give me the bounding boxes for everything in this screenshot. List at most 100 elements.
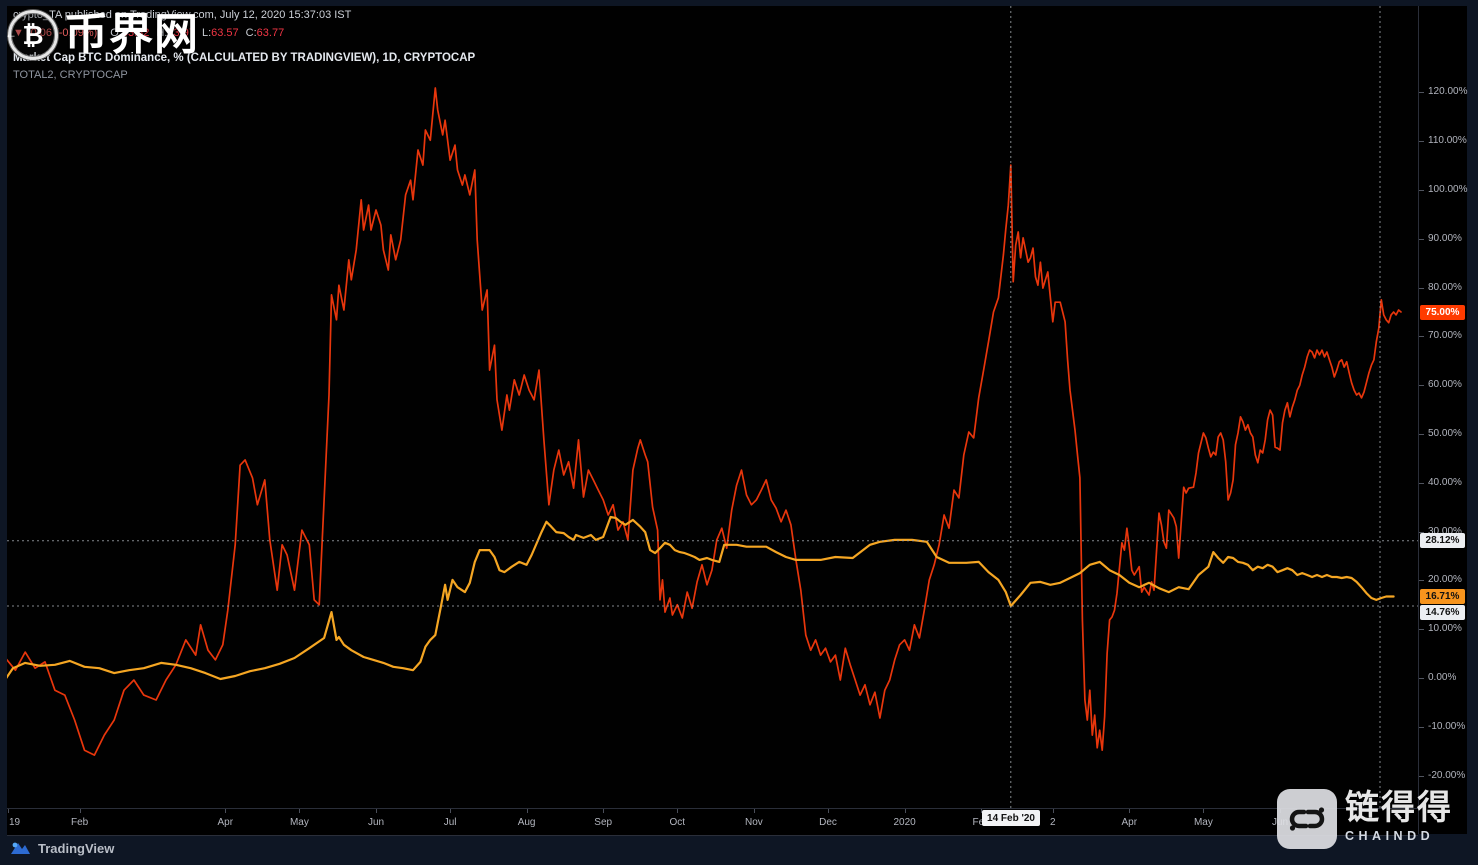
- tradingview-logo-icon: [11, 842, 30, 854]
- chart-canvas[interactable]: [7, 6, 1418, 808]
- ohlc-value: 63.77: [256, 27, 285, 39]
- price-axis-tick: [1419, 629, 1424, 631]
- price-axis-tick: [1419, 385, 1424, 387]
- time-axis-label-Aug: Aug: [517, 817, 536, 828]
- time-axis-label-Apr: Apr: [1121, 817, 1138, 828]
- time-axis-tick: [1052, 809, 1054, 813]
- price-label-1671: 16.71%: [1420, 589, 1465, 604]
- price-axis-tick-label: 90.00%: [1428, 232, 1462, 244]
- time-axis-tick: [1129, 809, 1131, 813]
- time-axis-tick: [904, 809, 906, 813]
- price-label-7500: 75.00%: [1420, 304, 1465, 320]
- time-axis-label-Jul: Jul: [443, 817, 457, 828]
- price-axis-tick-label: 100.00%: [1428, 184, 1468, 195]
- btc-dominance-line: [7, 87, 1402, 756]
- left-arrow-icon: ←: [5, 27, 17, 41]
- price-axis-tick: [1419, 287, 1424, 289]
- time-axis-label-May: May: [1193, 817, 1213, 828]
- price-axis-tick: [1419, 92, 1424, 94]
- time-axis-tick: [376, 809, 377, 813]
- price-axis[interactable]: 120.00% 110.00% 100.00% 90.00% 80.00% 70.00% 6…: [1418, 6, 1467, 834]
- symbol-title: Market Cap BTC Dominance, % (CALCULATED …: [13, 52, 476, 64]
- price-axis-tick: [1419, 531, 1424, 533]
- price-axis-tick: [1419, 141, 1424, 143]
- price-axis-tick: [1419, 580, 1424, 582]
- bijiewang-logo-text: 币界网: [64, 10, 199, 59]
- time-axis-tick: [677, 809, 679, 813]
- total2-line: [7, 515, 1395, 681]
- price-axis-tick-label: 110.00%: [1428, 135, 1467, 147]
- price-axis-tick-label: 70.00%: [1428, 330, 1462, 342]
- ohlc-value: 63.82: [121, 27, 150, 39]
- time-axis-label-Jun: Jun: [367, 817, 385, 828]
- time-axis-tick: [450, 809, 452, 813]
- price-axis-tick-label: 40.00%: [1428, 476, 1462, 488]
- price-axis-tick: [1419, 434, 1424, 435]
- price-axis-tick: [1419, 482, 1424, 484]
- price-axis-tick: [1419, 336, 1424, 338]
- price-axis-tick-label: 120.00%: [1428, 86, 1468, 98]
- time-axis-tick: [7, 809, 9, 813]
- time-axis-label-Feb: Feb: [70, 817, 89, 828]
- price-axis-tick: [1419, 190, 1424, 191]
- tradingview-logo-text: TradingView: [38, 840, 115, 856]
- symbol-subtitle: TOTAL2, CRYPTOCAP: [13, 69, 128, 81]
- price-label-2812: 28.12%: [1420, 533, 1465, 549]
- time-axis-tick: [526, 809, 528, 813]
- ohlc-key: H:: [156, 27, 168, 39]
- time-axis-label-Dec: Dec: [819, 817, 837, 828]
- bitcoin-symbol: ₿: [22, 19, 44, 50]
- chaindd-cn-text: 链得得: [1345, 789, 1453, 827]
- time-axis-tick: [753, 809, 755, 813]
- chart-widget: 120.00% 110.00% 100.00% 90.00% 80.00% 70.00% 6…: [7, 6, 1467, 836]
- time-axis-label-Apr: Apr: [217, 817, 234, 828]
- ohlc-key: L:: [201, 27, 212, 39]
- price-axis-tick: [1419, 678, 1424, 679]
- time-axis-label-19: 19: [9, 817, 21, 828]
- time-axis-label-Feb: Feb: [972, 817, 989, 828]
- time-axis-label-May: May: [289, 817, 309, 828]
- time-axis-tick: [1203, 809, 1205, 813]
- time-axis-tick: [299, 809, 301, 813]
- price-axis-tick-label: 50.00%: [1428, 428, 1462, 439]
- time-axis-tick: [225, 809, 227, 813]
- price-axis-tick-label: 30.00%: [1428, 525, 1462, 537]
- price-axis-tick: [1419, 238, 1424, 240]
- time-axis-label-2020: 2020: [893, 817, 916, 828]
- time-axis-label-Oct: Oct: [669, 817, 686, 828]
- price-label-1476: 14.76%: [1420, 605, 1465, 620]
- time-axis[interactable]: 19 Feb Apr May Jun Jul Aug Sep Oct Nov Dec 2020 Feb 2…: [7, 808, 1418, 836]
- chart-header: crypto_TA published on TradingView.com, …: [13, 9, 475, 81]
- time-axis-tick: [603, 809, 605, 813]
- chaindd-chain-icon: [1277, 789, 1337, 849]
- ohlc-values: O:63.82 H:63.97 L:63.57 C:63.77: [103, 27, 284, 39]
- time-axis-label-2: 2: [1050, 817, 1056, 828]
- price-axis-tick-label: -10.00%: [1428, 720, 1466, 732]
- price-axis-tick-label: 20.00%: [1428, 574, 1462, 586]
- time-axis-tick: [79, 809, 81, 813]
- price-axis-tick-label: 80.00%: [1428, 281, 1462, 293]
- ohlc-value: 63.57: [211, 27, 239, 39]
- price-axis-tick: [1419, 775, 1424, 777]
- time-axis-label-Sep: Sep: [594, 817, 613, 828]
- price-axis-tick-label: 10.00%: [1428, 623, 1462, 635]
- price-axis-tick: [1419, 726, 1424, 728]
- price-axis-tick-label: 60.00%: [1428, 379, 1462, 391]
- chaindd-watermark: 链得得 CHAINDD: [1277, 789, 1453, 849]
- price-axis-tick-label: -20.00%: [1428, 769, 1466, 781]
- time-axis-tick: [981, 809, 983, 813]
- crosshair-date-label: 14 Feb '20: [982, 810, 1040, 826]
- ohlc-key: C:: [245, 27, 257, 39]
- chaindd-en-text: CHAINDD: [1345, 829, 1435, 843]
- published-line: crypto_TA published on TradingView.com, …: [13, 9, 352, 21]
- price-axis-tick-label: 0.00%: [1428, 672, 1457, 683]
- bitcoin-icon: ₿ ←: [5, 10, 58, 60]
- ohlc-value: 63.97: [167, 27, 195, 39]
- time-axis-tick: [828, 809, 829, 813]
- ohlc-key: O:: [110, 27, 122, 39]
- time-axis-label-Nov: Nov: [744, 817, 763, 828]
- chaindd-text-block: 链得得 CHAINDD: [1345, 789, 1453, 843]
- tradingview-attribution[interactable]: TradingView: [10, 840, 114, 856]
- bijiewang-watermark: ₿ ← 币界网: [5, 10, 199, 60]
